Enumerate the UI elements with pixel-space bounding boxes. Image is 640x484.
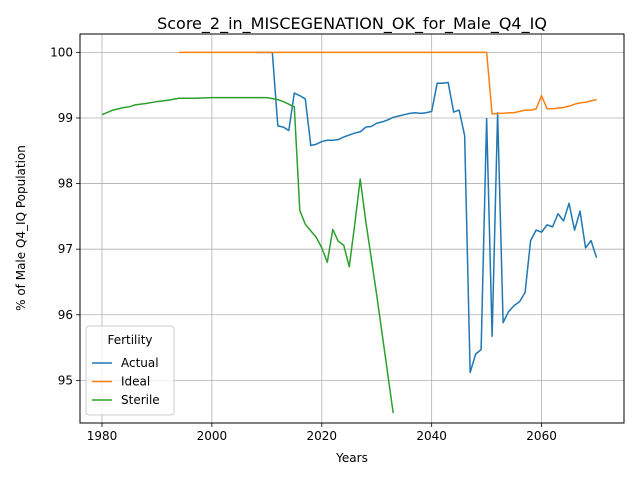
series-line-sterile <box>101 96 394 414</box>
y-tick-label: 95 <box>58 373 73 387</box>
y-tick-label: 99 <box>58 111 73 125</box>
legend-label-sterile: Sterile <box>121 393 160 407</box>
legend-label-ideal: Ideal <box>121 375 150 389</box>
legend-label-actual: Actual <box>121 356 159 370</box>
legend-items: Actual Ideal Sterile <box>92 356 160 407</box>
series-lines <box>101 51 598 414</box>
legend-title: Fertility <box>107 333 152 347</box>
x-tick-label: 2020 <box>307 429 338 443</box>
y-tick-label: 98 <box>58 177 73 191</box>
y-tick-label: 97 <box>58 242 73 256</box>
x-tick-label: 2000 <box>197 429 228 443</box>
legend-box <box>85 325 175 416</box>
chart-title: Score_2_in_MISCEGENATION_OK_for_Male_Q4_… <box>157 14 547 34</box>
legend: Fertility Actual Ideal Sterile <box>85 325 175 416</box>
axis-ticks: 1980 2000 2020 2040 2060 95 96 97 98 99 100 <box>50 45 557 443</box>
x-tick-label: 1980 <box>87 429 118 443</box>
x-tick-label: 2060 <box>526 429 557 443</box>
plot-frame <box>79 33 625 424</box>
y-tick-label: 96 <box>58 308 73 322</box>
x-axis-label: Years <box>335 451 368 465</box>
x-tick-label: 2040 <box>416 429 447 443</box>
y-axis-label: % of Male Q4_IQ Population <box>14 145 28 311</box>
series-line-actual <box>255 51 598 374</box>
series-line-ideal <box>178 51 597 115</box>
y-tick-label: 100 <box>50 45 73 59</box>
